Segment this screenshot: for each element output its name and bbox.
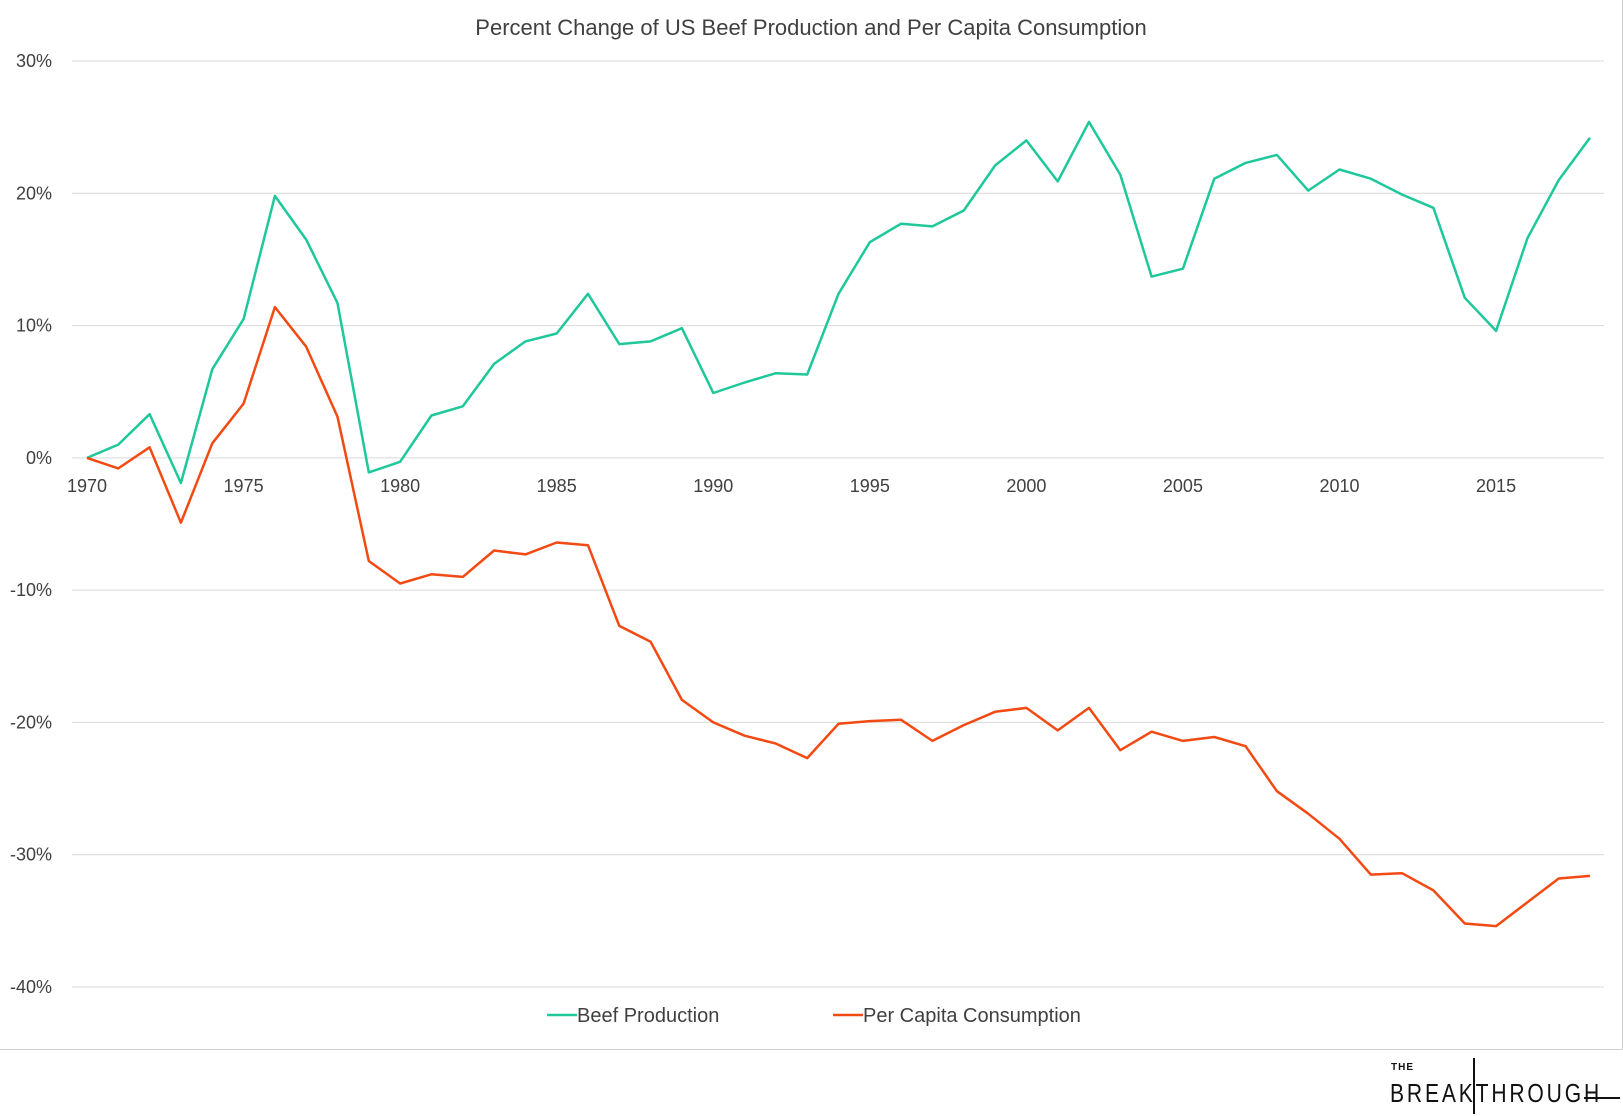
logo-top-word: THE (1391, 1062, 1414, 1073)
x-tick-label: 2000 (1006, 476, 1046, 496)
x-tick-label: 1970 (67, 476, 107, 496)
legend: Beef Production Per Capita Consumption (547, 1005, 1081, 1027)
y-tick-label: -20% (10, 712, 52, 732)
y-tick-label: 30% (16, 51, 52, 71)
x-tick-label: 1975 (224, 476, 264, 496)
y-tick-label: 20% (16, 183, 52, 203)
x-axis-tick-labels: 1970 1975 1980 1985 1990 1995 2000 2005 2010 2015 (67, 476, 1516, 496)
line-chart: Percent Change of US Beef Production and… (10, 15, 1604, 1027)
y-tick-label: -30% (10, 845, 52, 865)
y-tick-label: 0% (26, 448, 52, 468)
y-tick-label: -40% (10, 977, 52, 997)
y-tick-label: -10% (10, 580, 52, 600)
breakthrough-logo: THE BREAKTHROUGH (1390, 1058, 1620, 1114)
x-tick-label: 2005 (1163, 476, 1203, 496)
x-tick-label: 1980 (380, 476, 420, 496)
series-lines (86, 120, 1592, 928)
x-tick-label: 1990 (693, 476, 733, 496)
series-line (86, 305, 1591, 928)
legend-label: Per Capita Consumption (863, 1005, 1081, 1027)
legend-label: Beef Production (577, 1005, 719, 1027)
x-tick-label: 1995 (850, 476, 890, 496)
chart-title: Percent Change of US Beef Production and… (475, 15, 1146, 40)
y-tick-label: 10% (16, 316, 52, 336)
grid-lines (72, 60, 1604, 988)
logo-main-word: BREAKTHROUGH (1390, 1078, 1602, 1108)
chart-frame: Percent Change of US Beef Production and… (0, 0, 1623, 1050)
y-axis-tick-labels: 30% 20% 10% 0% -10% -20% -30% -40% (10, 51, 52, 997)
series-line (86, 120, 1592, 485)
x-tick-label: 1985 (537, 476, 577, 496)
x-tick-label: 2015 (1476, 476, 1516, 496)
x-tick-label: 2010 (1319, 476, 1359, 496)
